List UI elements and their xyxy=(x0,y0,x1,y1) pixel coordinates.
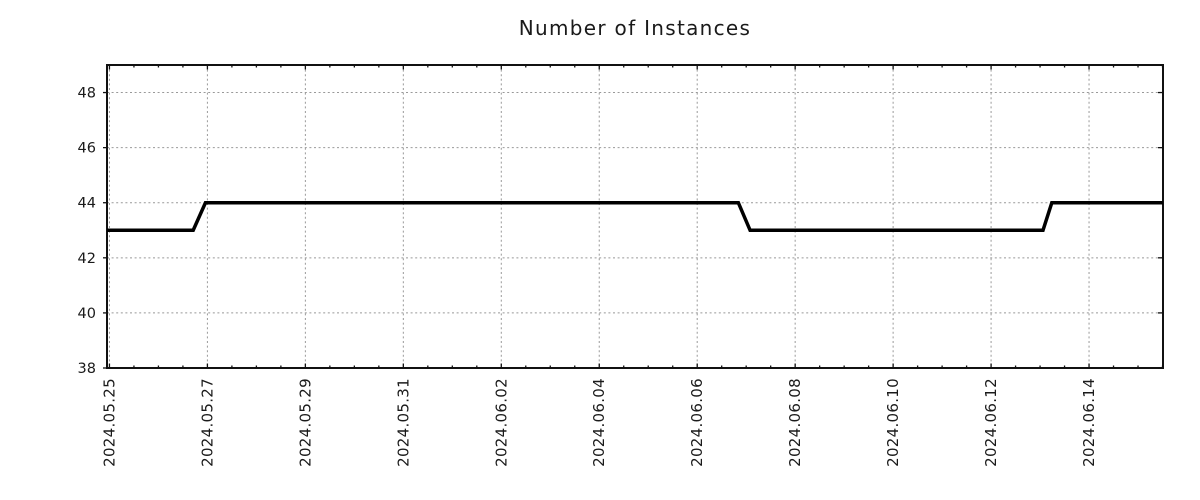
series-line xyxy=(107,200,1163,233)
x-tick-label: 2024.06.02 xyxy=(492,378,510,467)
plot-border xyxy=(106,64,1164,369)
x-tick-label: 2024.06.12 xyxy=(982,378,1000,467)
y-tick-label: 48 xyxy=(78,86,96,102)
x-tick-label: 2024.05.25 xyxy=(100,378,118,467)
x-tick-label: 2024.05.29 xyxy=(296,378,314,467)
y-tick-label: 44 xyxy=(78,196,96,212)
x-tick-label: 2024.06.10 xyxy=(884,378,902,467)
x-tick-label: 2024.06.14 xyxy=(1080,378,1098,467)
x-tick-label: 2024.06.08 xyxy=(786,378,804,467)
x-tick-label: 2024.06.04 xyxy=(590,378,608,467)
x-tick-label: 2024.06.06 xyxy=(688,378,706,467)
y-tick-label: 40 xyxy=(78,306,96,322)
chart-title: Number of Instances xyxy=(518,16,752,40)
y-tick-label: 38 xyxy=(78,361,96,377)
x-tick-label: 2024.05.31 xyxy=(394,378,412,467)
x-tick-label: 2024.05.27 xyxy=(198,378,216,467)
y-tick-label: 46 xyxy=(78,141,96,157)
y-tick-label: 42 xyxy=(78,251,96,267)
